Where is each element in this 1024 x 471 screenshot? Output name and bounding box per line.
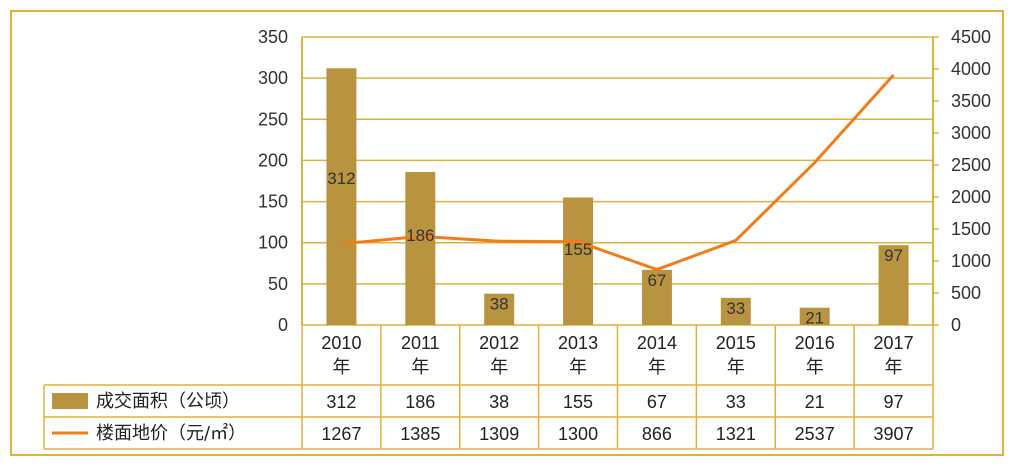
table-value: 312 [326,392,356,412]
bar [799,307,830,325]
table-value: 3907 [874,424,914,444]
category-label: 年 [411,357,429,377]
right-tick-label: 0 [951,315,961,335]
table-value: 1385 [400,424,440,444]
bar-data-label: 38 [490,295,509,314]
table-value: 2537 [795,424,835,444]
data-table: 2010 年 2011 年 2012 年 2013 年 2014 年 2015 年 2016 年 2017 年… [43,325,934,450]
category-label: 2010 [321,333,361,353]
bar-data-label: 312 [327,169,355,188]
category-label: 2017 [874,333,914,353]
right-tick-label: 4000 [951,59,991,79]
bar [563,197,594,325]
category-label: 2015 [716,333,756,353]
table-value: 866 [642,424,672,444]
left-tick-label: 100 [258,233,288,253]
category-label: 年 [727,357,745,377]
bar [878,245,909,325]
table-value: 67 [647,392,667,412]
bar-data-label: 97 [884,246,903,265]
right-tick-label: 1500 [951,219,991,239]
grid-lines [302,36,933,326]
category-label: 年 [806,357,824,377]
right-tick-label: 3500 [951,91,991,111]
bar [326,68,357,326]
right-tick-label: 3000 [951,123,991,143]
category-label: 年 [332,357,350,377]
bar [720,297,751,325]
table-value: 33 [726,392,746,412]
category-label: 年 [648,357,666,377]
table-value: 1309 [479,424,519,444]
table-value: 97 [884,392,904,412]
right-tick-label: 4500 [951,27,991,47]
bar-data-label: 155 [564,240,592,259]
left-tick-label: 200 [258,150,288,170]
bar-data-label: 21 [805,309,824,328]
bar [641,269,672,325]
bar-data-label: 67 [647,271,666,290]
category-label: 年 [569,357,587,377]
right-tick-label: 1000 [951,251,991,271]
bar [484,293,515,325]
table-value: 38 [489,392,509,412]
category-label: 年 [490,357,508,377]
table-value: 1300 [558,424,598,444]
left-tick-label: 150 [258,192,288,212]
left-tick-label: 350 [258,27,288,47]
right-tick-label: 2500 [951,155,991,175]
left-tick-label: 250 [258,109,288,129]
table-value: 21 [805,392,825,412]
bar [405,171,436,325]
left-tick-label: 0 [278,315,288,335]
table-value: 1321 [716,424,756,444]
left-tick-label: 50 [268,274,288,294]
axes: 0501001502002503003500500100015002000250… [258,27,991,335]
left-tick-label: 300 [258,68,288,88]
category-label: 2016 [795,333,835,353]
table-value: 155 [563,392,593,412]
category-label: 2012 [479,333,519,353]
bar-data-label: 186 [406,226,434,245]
category-label: 2013 [558,333,598,353]
category-label: 2014 [637,333,677,353]
line-path [341,73,895,272]
legend-bar-label: 成交面积（公顷） [96,391,240,412]
right-tick-label: 500 [951,283,981,303]
data-labels: 312 186 38 155 67 33 21 97 [327,169,903,328]
right-tick-label: 2000 [951,187,991,207]
legend-line-label: 楼面地价（元/㎡） [96,422,246,444]
bar-data-label: 33 [726,299,745,318]
legend-bar-swatch [52,393,88,409]
bar-series [326,68,909,326]
table-value: 1267 [321,424,361,444]
category-label: 年 [885,357,903,377]
chart-frame [10,10,1004,456]
table-value: 186 [405,392,435,412]
line-series [341,73,895,272]
category-label: 2011 [401,333,440,353]
